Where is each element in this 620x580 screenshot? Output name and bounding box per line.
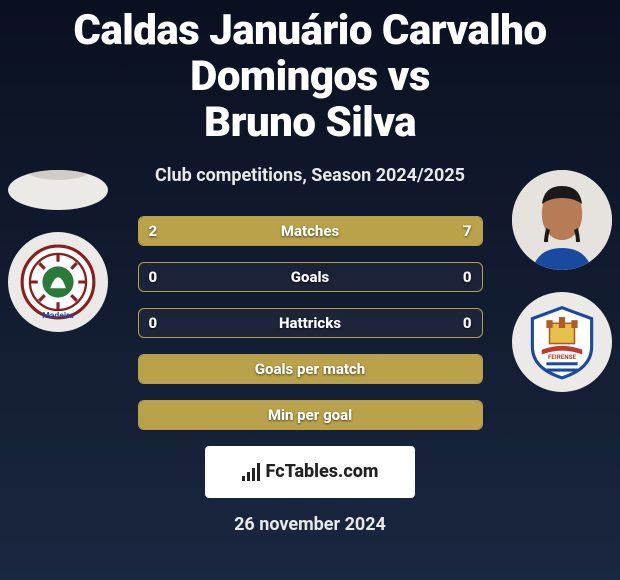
stat-label: Min per goal — [139, 401, 482, 429]
title-line-2: Bruno Silva — [204, 98, 416, 147]
fctables-logo: FcTables.com — [205, 446, 415, 498]
stat-row: 00Hattricks — [138, 308, 483, 338]
stat-row: Goals per match — [138, 354, 483, 384]
stat-label: Goals per match — [139, 355, 482, 383]
comparison-title: Caldas Januário Carvalho Domingos vs Bru… — [0, 0, 620, 147]
generated-date: 26 november 2024 — [0, 514, 620, 535]
title-line-1: Caldas Januário Carvalho Domingos vs — [73, 6, 546, 101]
stat-label: Hattricks — [139, 309, 482, 337]
stat-label: Goals — [139, 263, 482, 291]
stat-label: Matches — [139, 217, 482, 245]
bars-icon — [242, 463, 260, 481]
stat-row: 00Goals — [138, 262, 483, 292]
stat-bars-container: 27Matches 00Goals 00Hattricks Goals per mat… — [138, 216, 483, 430]
stat-row: 27Matches — [138, 216, 483, 246]
stat-row: Min per goal — [138, 400, 483, 430]
stats-panel: 27Matches 00Goals 00Hattricks Goals per mat… — [0, 216, 620, 535]
left-player-avatar — [8, 170, 108, 210]
logo-text: FcTables.com — [266, 461, 379, 482]
